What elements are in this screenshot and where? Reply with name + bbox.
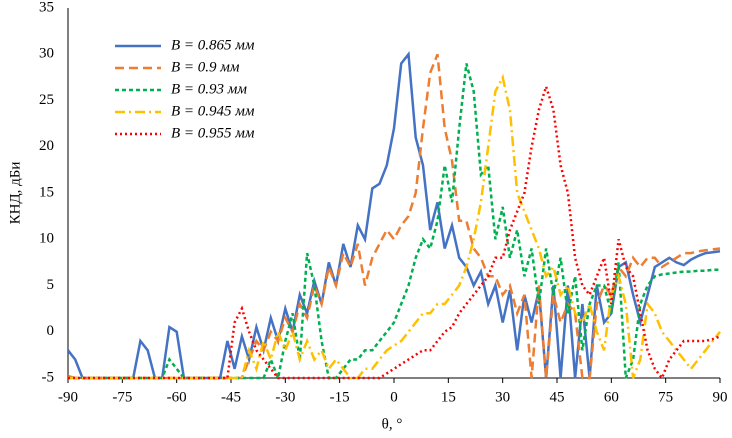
x-tick-label: 30 — [495, 389, 510, 405]
y-tick-label: 10 — [39, 231, 54, 247]
legend-label: B = 0.9 мм — [171, 59, 240, 75]
x-tick-label: 45 — [550, 389, 565, 405]
x-tick-label: -90 — [58, 389, 78, 405]
y-tick-label: 35 — [39, 0, 54, 15]
y-axis-title: КНД, дБи — [7, 162, 23, 225]
y-tick-label: 5 — [47, 277, 55, 293]
x-tick-label: 90 — [713, 389, 728, 405]
plot-area — [68, 51, 721, 380]
series-line — [68, 82, 721, 380]
legend-label: B = 0.955 мм — [171, 125, 255, 141]
x-axis-title: θ, ° — [382, 416, 403, 432]
x-tick-label: 75 — [658, 389, 673, 405]
y-tick-label: 25 — [39, 92, 54, 108]
series-line — [68, 73, 721, 380]
x-tick-label: 60 — [604, 389, 619, 405]
y-tick-label: 0 — [47, 323, 55, 339]
x-tick-label: -30 — [275, 389, 295, 405]
legend-label: B = 0.93 мм — [171, 81, 247, 97]
y-tick-label: 30 — [39, 46, 54, 62]
x-tick-label: -60 — [167, 389, 187, 405]
series-line — [68, 63, 720, 380]
x-tick-label: -45 — [221, 389, 241, 405]
x-tick-label: -15 — [330, 389, 350, 405]
x-tick-label: 0 — [390, 389, 398, 405]
y-tick-label: -5 — [42, 369, 55, 385]
legend-label: B = 0.865 мм — [171, 37, 255, 53]
x-tick-label: 15 — [441, 389, 456, 405]
legend-label: B = 0.945 мм — [171, 103, 255, 119]
y-tick-label: 15 — [39, 184, 54, 200]
x-tick-label: -75 — [112, 389, 132, 405]
y-tick-label: 20 — [39, 138, 54, 154]
